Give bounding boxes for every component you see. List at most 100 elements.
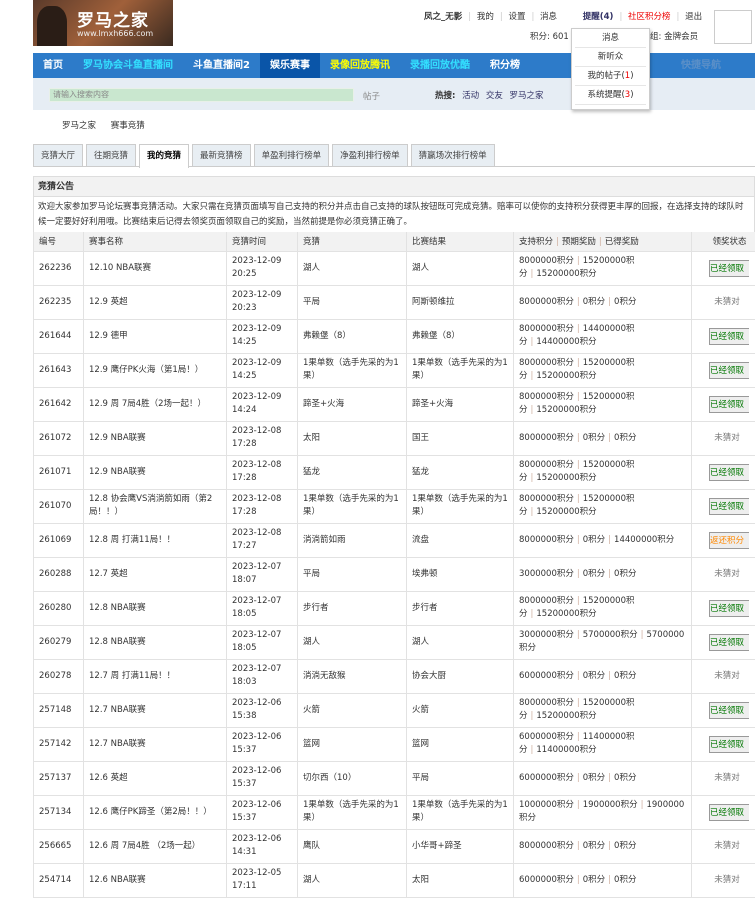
tab[interactable]: 净盈利排行榜单: [332, 144, 408, 166]
table-row: 257137 12.6 英超 2023-12-06 15:37 切尔西（10） …: [34, 761, 755, 795]
cell-event: 12.7 NBA联赛: [84, 727, 227, 761]
cell-result: 太阳: [407, 863, 514, 897]
cell-event: 12.9 英超: [84, 285, 227, 319]
claim-button[interactable]: 已经领取: [709, 498, 749, 515]
support-points: 8000000积分: [519, 392, 574, 402]
cell-time: 2023-12-07 18:03: [227, 659, 298, 693]
cell-event: 12.8 NBA联赛: [84, 625, 227, 659]
nav-item[interactable]: 首页: [33, 53, 73, 78]
messages-link[interactable]: 消息: [540, 12, 557, 22]
nav-item[interactable]: 罗马协会斗鱼直播间: [73, 53, 183, 78]
table-row: 257148 12.7 NBA联赛 2023-12-06 15:38 火箭 火箭…: [34, 693, 755, 727]
nav-item[interactable]: 娱乐赛事: [260, 53, 320, 78]
claim-button[interactable]: 已经领取: [709, 634, 749, 651]
reminders-link[interactable]: 提醒(4): [583, 12, 614, 22]
received-reward: 15200000积分: [536, 711, 596, 721]
tab[interactable]: 猜赢场次排行榜单: [411, 144, 495, 166]
cell-time: 2023-12-06 14:31: [227, 829, 298, 863]
table-row: 257134 12.6 鹰仔PK蹄圣（第2局！！） 2023-12-06 15:…: [34, 795, 755, 829]
site-logo[interactable]: 罗马之家 www.lmxh666.com: [33, 0, 173, 46]
cell-time: 2023-12-09 14:24: [227, 387, 298, 421]
claim-button[interactable]: 已经领取: [709, 702, 749, 719]
dropdown-label: 新听众: [598, 52, 624, 62]
cell-points: 8000000积分|15200000积分|15200000积分: [514, 591, 692, 625]
cell-points: 8000000积分|15200000积分|15200000积分: [514, 353, 692, 387]
cell-time: 2023-12-06 15:38: [227, 693, 298, 727]
cell-status: 未猜对: [692, 421, 755, 455]
claim-button[interactable]: 已经领取: [709, 464, 749, 481]
quick-nav[interactable]: 快捷导航: [681, 53, 721, 78]
breadcrumb-item[interactable]: 罗马之家: [62, 121, 96, 131]
tab[interactable]: 往期竞猜: [86, 144, 136, 166]
rank-link[interactable]: 社区积分榜: [628, 12, 671, 22]
cell-points: 6000000积分|0积分|0积分: [514, 761, 692, 795]
cell-bet: 平局: [298, 285, 407, 319]
cell-time: 2023-12-09 20:25: [227, 251, 298, 285]
dropdown-item[interactable]: 系统提醒(3): [575, 86, 646, 105]
cell-id: 261072: [34, 421, 84, 455]
my-bets-table: 编号 赛事名称 竞猜时间 竞猜 比赛结果 支持积分|预期奖励|已得奖励 领奖状态…: [33, 232, 755, 898]
hot-item[interactable]: 罗马之家: [510, 91, 544, 101]
cell-time: 2023-12-07 18:07: [227, 557, 298, 591]
claim-button[interactable]: 返还积分: [709, 532, 749, 549]
username-link[interactable]: 凤之_无影: [424, 12, 462, 22]
avatar[interactable]: [714, 10, 752, 44]
table-row: 261644 12.9 德甲 2023-12-09 14:25 弗赖堡（8） 弗…: [34, 319, 755, 353]
claim-button[interactable]: 已经领取: [709, 260, 749, 277]
cell-bet: 太阳: [298, 421, 407, 455]
table-row: 261643 12.9 鹰仔PK火海（第1局！） 2023-12-09 14:2…: [34, 353, 755, 387]
search-type-select[interactable]: 帖子: [363, 90, 380, 102]
dropdown-item[interactable]: 我的帖子(1): [575, 67, 646, 86]
cell-event: 12.6 鹰仔PK蹄圣（第2局！！）: [84, 795, 227, 829]
dropdown-item[interactable]: 新听众: [575, 48, 646, 67]
my-link[interactable]: 我的: [477, 12, 494, 22]
cell-points: 6000000积分|0积分|0积分: [514, 863, 692, 897]
cell-bet: 平局: [298, 557, 407, 591]
cell-time: 2023-12-08 17:28: [227, 421, 298, 455]
claim-button[interactable]: 已经领取: [709, 600, 749, 617]
support-points: 6000000积分: [519, 875, 574, 885]
nav-item[interactable]: 录播回放优酷: [400, 53, 480, 78]
col-result: 比赛结果: [407, 232, 514, 251]
claim-button[interactable]: 已经领取: [709, 736, 749, 753]
breadcrumb-item[interactable]: 赛事竞猜: [111, 121, 145, 131]
cell-id: 261070: [34, 489, 84, 523]
cell-status: 未猜对: [692, 659, 755, 693]
table-row: 260278 12.7 周 打满11局！！ 2023-12-07 18:03 淌…: [34, 659, 755, 693]
nav-item[interactable]: 斗鱼直播间2: [183, 53, 260, 78]
nav-item[interactable]: 积分榜: [480, 53, 530, 78]
cell-bet: 1果单数（选手先采的为1果）: [298, 489, 407, 523]
hot-item[interactable]: 交友: [486, 91, 503, 101]
tabs: 竞猜大厅往期竞猜我的竞猜最新竞猜榜单盈利排行榜单净盈利排行榜单猜赢场次排行榜单: [33, 144, 755, 167]
claim-button[interactable]: 已经领取: [709, 362, 749, 379]
cell-id: 260288: [34, 557, 84, 591]
cell-time: 2023-12-09 14:25: [227, 353, 298, 387]
cell-id: 261642: [34, 387, 84, 421]
dropdown-item[interactable]: 消息: [575, 29, 646, 48]
hot-item[interactable]: 活动: [462, 91, 479, 101]
claim-button[interactable]: 已经领取: [709, 804, 749, 821]
cell-event: 12.6 NBA联赛: [84, 863, 227, 897]
expected-reward: 0积分: [583, 841, 605, 851]
cell-status: 未猜对: [692, 829, 755, 863]
dropdown-label: 我的帖子: [587, 71, 621, 81]
logout-link[interactable]: 退出: [685, 12, 702, 22]
cell-status: 已经领取: [692, 795, 755, 829]
table-row: 260279 12.8 NBA联赛 2023-12-07 18:05 湖人 湖人…: [34, 625, 755, 659]
tab[interactable]: 竞猜大厅: [33, 144, 83, 166]
breadcrumb: 罗马之家 赛事竞猜: [62, 119, 157, 131]
nav-item[interactable]: 录像回放腾讯: [320, 53, 400, 78]
hot-label: 热搜:: [435, 91, 455, 101]
cell-id: 262236: [34, 251, 84, 285]
reminders-dropdown: 消息新听众我的帖子(1)系统提醒(3): [571, 28, 650, 110]
tab[interactable]: 最新竞猜榜: [192, 144, 251, 166]
cell-time: 2023-12-09 14:25: [227, 319, 298, 353]
search-input[interactable]: 请输入搜索内容: [49, 88, 354, 102]
tab[interactable]: 单盈利排行榜单: [254, 144, 330, 166]
expected-reward: 0积分: [583, 297, 605, 307]
claim-button[interactable]: 已经领取: [709, 328, 749, 345]
settings-link[interactable]: 设置: [508, 12, 525, 22]
claim-button[interactable]: 已经领取: [709, 396, 749, 413]
tab[interactable]: 我的竞猜: [139, 144, 189, 168]
table-row: 257142 12.7 NBA联赛 2023-12-06 15:37 篮网 篮网…: [34, 727, 755, 761]
